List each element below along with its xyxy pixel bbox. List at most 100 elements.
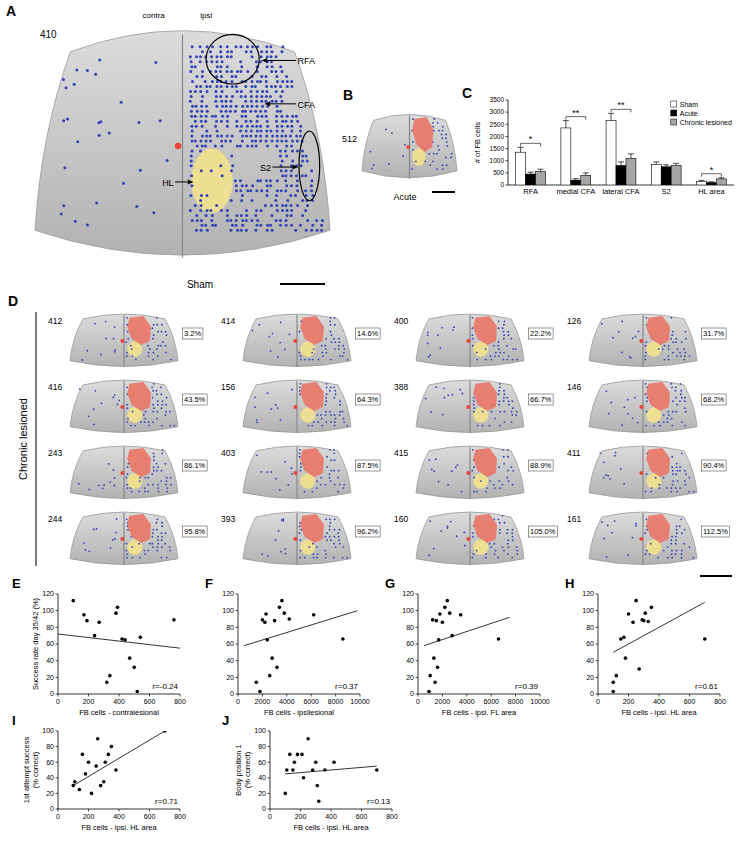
- labelled-cell: [261, 90, 264, 93]
- point: [637, 667, 641, 671]
- labelled-cell: [244, 115, 247, 118]
- labelled-cell: [267, 555, 269, 557]
- labelled-cell: [231, 85, 234, 88]
- labelled-cell: [195, 214, 198, 217]
- tick: [56, 762, 59, 763]
- success-box: [356, 460, 381, 471]
- tick-label: 2000: [490, 133, 505, 140]
- labelled-cell: [164, 543, 166, 545]
- labelled-cell: [290, 174, 293, 177]
- animal-id: 160: [394, 514, 408, 524]
- labelled-cell: [627, 413, 629, 415]
- labelled-cell: [512, 529, 514, 531]
- labelled-cell: [306, 219, 309, 222]
- brain: [416, 446, 524, 499]
- tick-label: 20: [586, 674, 594, 681]
- labelled-cell: [190, 135, 193, 138]
- point: [96, 737, 100, 741]
- labelled-cell: [325, 557, 327, 559]
- success-box: [702, 328, 727, 339]
- labelled-cell: [618, 331, 620, 333]
- labelled-cell: [153, 407, 155, 409]
- labelled-cell: [498, 355, 500, 357]
- labelled-cell: [676, 404, 678, 406]
- point: [128, 656, 132, 660]
- labelled-cell: [451, 153, 453, 155]
- labelled-cell: [472, 327, 474, 329]
- labelled-cell: [205, 214, 208, 217]
- labelled-cell: [325, 411, 327, 413]
- labelled-cell: [265, 130, 268, 133]
- labelled-cell: [329, 518, 331, 520]
- labelled-cell: [249, 189, 252, 192]
- labelled-cell: [280, 100, 283, 103]
- correlation: r=0.13: [367, 797, 390, 806]
- labelled-cell: [236, 90, 239, 93]
- labelled-cell: [275, 539, 277, 541]
- labelled-cell: [154, 61, 157, 64]
- labelled-cell: [324, 550, 326, 552]
- labelled-cell: [337, 477, 339, 479]
- animal-id: 415: [394, 448, 408, 458]
- labelled-cell: [190, 159, 193, 162]
- success-rate: 87.5%: [357, 461, 379, 470]
- labelled-cell: [502, 546, 504, 548]
- labelled-cell: [139, 557, 141, 559]
- labelled-cell: [300, 463, 302, 465]
- labelled-cell: [153, 466, 155, 468]
- lesion: [412, 117, 433, 152]
- labelled-cell: [246, 145, 249, 148]
- labelled-cell: [304, 209, 307, 212]
- labelled-cell: [516, 546, 518, 548]
- animal-id: 161: [567, 514, 581, 524]
- labelled-cell: [88, 489, 90, 491]
- labelled-cell: [329, 536, 331, 538]
- labelled-cell: [195, 75, 198, 78]
- labelled-cell: [254, 229, 257, 232]
- labelled-cell: [255, 189, 258, 192]
- labelled-cell: [299, 456, 301, 458]
- labelled-cell: [684, 529, 686, 531]
- labelled-cell: [88, 550, 90, 552]
- point: [123, 638, 127, 642]
- labelled-cell: [608, 413, 610, 415]
- labelled-cell: [435, 458, 437, 460]
- point: [703, 637, 707, 641]
- bregma: [466, 537, 470, 541]
- labelled-cell: [326, 539, 328, 541]
- labelled-cell: [284, 461, 286, 463]
- labelled-cell: [300, 164, 303, 167]
- bregma: [293, 339, 297, 343]
- labelled-cell: [127, 466, 129, 468]
- category-label: S2: [662, 187, 671, 196]
- labelled-cell: [269, 224, 272, 227]
- labelled-cell: [436, 168, 438, 170]
- cortex: [362, 114, 457, 177]
- bregma: [120, 339, 124, 343]
- labelled-cell: [251, 140, 254, 143]
- correlation: r=0.61: [695, 682, 718, 691]
- labelled-cell: [259, 130, 262, 133]
- labelled-cell: [342, 487, 344, 489]
- point: [263, 621, 267, 625]
- condition-label: Acute: [393, 192, 416, 202]
- labelled-cell: [93, 423, 95, 425]
- labelled-cell: [127, 331, 129, 333]
- point: [71, 784, 75, 788]
- labelled-cell: [266, 194, 269, 197]
- brain: [589, 380, 697, 433]
- labelled-cell: [646, 411, 648, 413]
- tick: [56, 627, 59, 628]
- bregma: [120, 471, 124, 475]
- labelled-cell: [245, 50, 248, 53]
- labelled-cell: [442, 126, 444, 128]
- labelled-cell: [191, 130, 194, 133]
- tick-label: 40: [406, 657, 414, 664]
- labelled-cell: [271, 65, 274, 68]
- success-box: [183, 526, 208, 537]
- labelled-cell: [427, 334, 429, 336]
- correlation: r=0.37: [335, 682, 358, 691]
- labelled-cell: [230, 70, 233, 73]
- labelled-cell: [670, 487, 672, 489]
- labelled-cell: [326, 393, 328, 395]
